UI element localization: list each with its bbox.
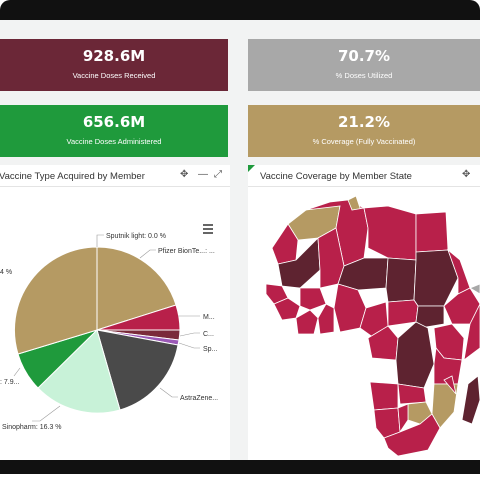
kpi-value: 70.7%: [337, 47, 391, 65]
region-algeria[interactable]: [305, 199, 369, 267]
pie-label-astrazeneca: AstraZene...: [180, 395, 218, 402]
panel-corner-marker: [248, 165, 255, 172]
coverage-map-panel: Vaccine Coverage by Member State ✥: [248, 165, 480, 460]
kpi-label: % Coverage (Fully Vaccinated): [312, 137, 416, 146]
kpi-doses-administered[interactable]: 656.6M Vaccine Doses Administered: [0, 105, 228, 157]
pie-label-m: M...: [203, 314, 215, 321]
region-burkina[interactable]: [299, 287, 327, 311]
kpi-value: 656.6M: [82, 113, 146, 131]
kpi-value: 928.6M: [82, 47, 146, 65]
pie-slice-pfizer[interactable]: [96, 246, 177, 331]
move-icon[interactable]: ✥: [180, 169, 189, 180]
pie-label-pfizer: Pfizer BionTe...: ...: [158, 248, 215, 255]
pie-label-tan: 4 %: [0, 269, 12, 276]
africa-map: [265, 195, 480, 457]
pie-label-sputnik: Sputnik light: 0.0 %: [106, 233, 166, 240]
region-djibouti[interactable]: [469, 283, 480, 295]
panel-header: ortion of Vaccine Type Acquired by Membe…: [0, 165, 230, 187]
vaccine-type-panel: ortion of Vaccine Type Acquired by Membe…: [0, 165, 230, 460]
kpi-label: Vaccine Doses Administered: [66, 137, 162, 146]
panel-title: Vaccine Coverage by Member State: [260, 171, 412, 182]
region-angola[interactable]: [369, 381, 399, 411]
pie-chart: Sputnik light: 0.0 % Pfizer BionTe...: .…: [0, 233, 218, 431]
region-w-sahara[interactable]: [271, 223, 299, 265]
expand-icon[interactable]: ⤢: [214, 169, 222, 180]
region-ivory-coast[interactable]: [295, 309, 319, 335]
kpi-doses-utilized[interactable]: 70.7% % Doses Utilized: [248, 39, 480, 91]
pie-slice-sinopharm[interactable]: [37, 329, 121, 414]
pie-label-sp: Sp...: [203, 346, 217, 353]
pie-label-sinopharm: Sinopharm: 16.3 %: [2, 424, 62, 431]
kpi-label: Vaccine Doses Received: [72, 71, 156, 80]
region-tunisia[interactable]: [347, 195, 365, 211]
minimize-icon[interactable]: —: [198, 169, 208, 180]
region-libya[interactable]: [363, 205, 417, 261]
kpi-coverage[interactable]: 21.2% % Coverage (Fully Vaccinated): [248, 105, 480, 157]
region-madagascar[interactable]: [461, 375, 480, 425]
region-drc[interactable]: [395, 321, 435, 389]
region-ghana[interactable]: [317, 303, 335, 335]
region-south-sudan[interactable]: [415, 305, 445, 329]
region-south-africa[interactable]: [383, 413, 441, 457]
region-chad[interactable]: [385, 257, 417, 303]
panel-title: ortion of Vaccine Type Acquired by Membe…: [0, 171, 145, 182]
pie-slice-astrazeneca[interactable]: [96, 329, 179, 411]
kpi-label: % Doses Utilized: [335, 71, 393, 80]
panel-header: Vaccine Coverage by Member State ✥: [248, 165, 480, 187]
kpi-doses-received[interactable]: 928.6M Vaccine Doses Received: [0, 39, 228, 91]
region-guinea[interactable]: [273, 297, 301, 321]
region-egypt[interactable]: [415, 211, 449, 253]
region-botswana[interactable]: [397, 403, 409, 434]
pie-label-green: : 7.9...: [0, 379, 20, 386]
pie-label-c: C...: [203, 331, 214, 338]
kpi-value: 21.2%: [337, 113, 391, 131]
region-malawi[interactable]: [443, 375, 457, 395]
dashboard-screen: 928.6M Vaccine Doses Received 70.7% % Do…: [0, 20, 480, 460]
move-icon[interactable]: ✥: [462, 169, 471, 180]
hamburger-menu-icon[interactable]: [203, 224, 213, 236]
region-somalia[interactable]: [463, 303, 480, 361]
page-background: [0, 474, 480, 480]
pie-slice-tan[interactable]: [13, 246, 98, 355]
region-car[interactable]: [387, 299, 419, 327]
